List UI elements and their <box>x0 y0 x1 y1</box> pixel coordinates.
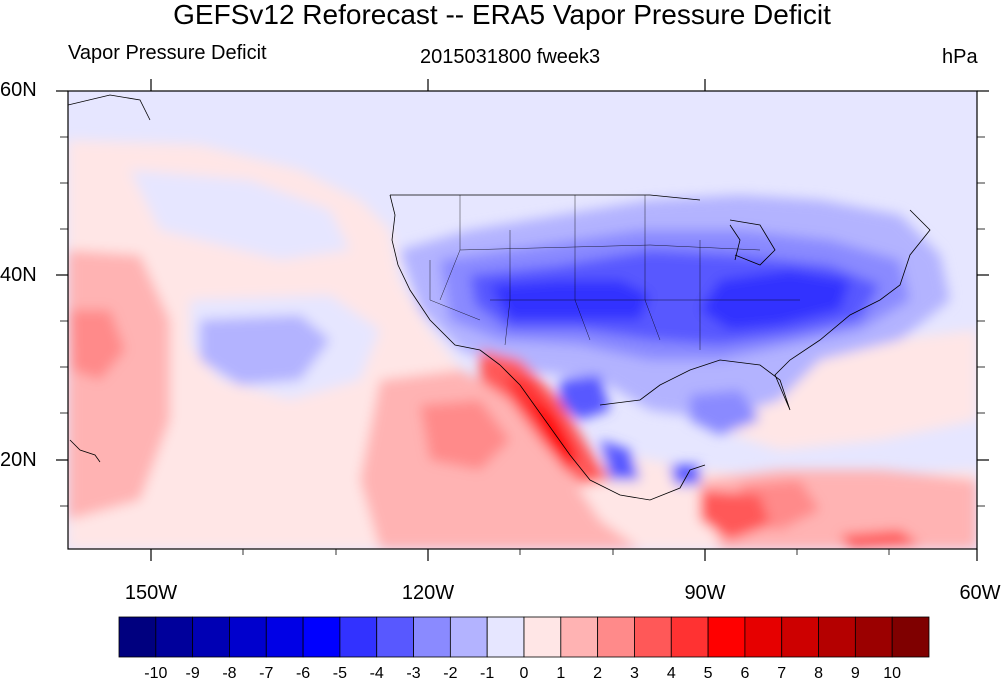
colorbar-swatch <box>523 616 562 658</box>
colorbar-swatch <box>486 616 525 658</box>
colorbar-tick-label: -10 <box>144 665 168 682</box>
colorbar-tick-label: 2 <box>593 665 603 682</box>
figure-title: GEFSv12 Reforecast -- ERA5 Vapor Pressur… <box>173 0 831 30</box>
colorbar-tick-label: -8 <box>222 665 237 682</box>
lon-label-90w: 90W <box>684 582 726 604</box>
colorbar-tick-label: 3 <box>630 665 639 682</box>
colorbar-swatch <box>670 616 709 658</box>
colorbar-swatch <box>818 616 856 658</box>
colorbar-tick-label: -9 <box>185 665 200 682</box>
colorbar-swatch <box>376 616 414 658</box>
colorbar-swatch <box>707 616 746 658</box>
colorbar-swatch <box>155 616 194 658</box>
colorbar-swatch <box>413 616 451 658</box>
colorbar-tick-label: 7 <box>777 665 787 682</box>
colorbar-tick-label: -5 <box>332 665 348 682</box>
coastlines <box>68 94 931 501</box>
colorbar-swatch <box>229 616 267 658</box>
colorbar-swatch <box>192 616 230 658</box>
colorbar-swatch <box>118 616 157 658</box>
anomaly-contours <box>68 140 977 549</box>
colorbar-tick-label: 10 <box>883 665 902 682</box>
colorbar-tick-label: 0 <box>519 665 529 682</box>
colorbar-tick-label: 5 <box>703 665 713 682</box>
colorbar-tick-label: -3 <box>406 665 421 682</box>
colorbar-swatch <box>560 616 599 658</box>
colorbar-tick-label: 6 <box>740 665 750 682</box>
colorbar-tick-label: 9 <box>850 665 860 682</box>
vpd-field <box>68 91 977 549</box>
state-borders <box>429 195 800 350</box>
colorbar-tick-label: 8 <box>814 665 823 682</box>
colorbar-tick-label: 4 <box>666 665 676 682</box>
colorbar-tick-label: 1 <box>556 665 566 682</box>
variable-label: Vapor Pressure Deficit <box>68 42 267 64</box>
units-label: hPa <box>942 46 978 68</box>
colorbar-swatch <box>302 616 341 658</box>
colorbar-swatch <box>634 616 672 658</box>
lon-label-60w: 60W <box>959 582 1001 604</box>
colorbar <box>118 616 930 658</box>
colorbar-swatch <box>891 616 930 658</box>
colorbar-swatch <box>854 616 893 658</box>
colorbar-swatch <box>339 616 378 658</box>
colorbar-tick-label: -4 <box>369 665 384 682</box>
lon-label-120w: 120W <box>401 582 455 604</box>
colorbar-tick-label: -6 <box>295 665 311 682</box>
colorbar-tick-label: -2 <box>443 665 458 682</box>
lat-label-20n: 20N <box>0 449 37 471</box>
colorbar-swatch <box>449 616 488 658</box>
minor-ticks <box>60 136 985 555</box>
colorbar-tick-label: -1 <box>480 665 495 682</box>
colorbar-swatch <box>265 616 304 658</box>
map-frame <box>67 90 978 550</box>
lat-label-60n: 60N <box>0 79 37 101</box>
date-label: 2015031800 fweek3 <box>420 46 601 68</box>
tick-marks <box>56 79 989 561</box>
colorbar-swatch <box>744 616 783 658</box>
colorbar-swatch <box>597 616 635 658</box>
lon-label-150w: 150W <box>124 582 178 604</box>
lat-label-40n: 40N <box>0 264 37 286</box>
colorbar-swatch <box>781 616 819 658</box>
colorbar-tick-label: -7 <box>259 665 274 682</box>
